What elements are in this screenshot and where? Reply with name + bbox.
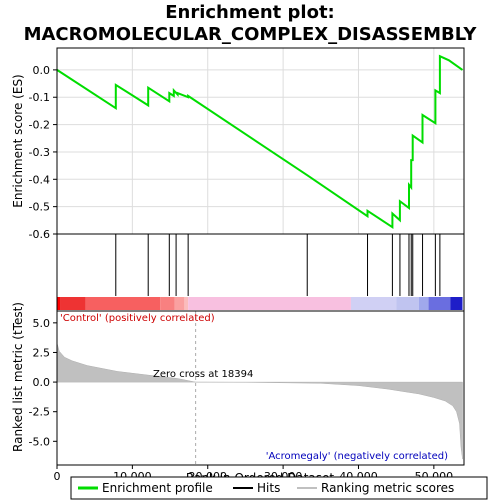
es-tick-label: -0.6 [29, 228, 50, 241]
metric-tick-label: 0.0 [33, 376, 51, 389]
ranking-metric-area [56, 342, 463, 460]
es-panel-background [57, 48, 464, 234]
negative-correlation-label: 'Acromegaly' (negatively correlated) [266, 451, 448, 462]
es-tick-label: -0.4 [29, 173, 50, 186]
color-bar-segment [428, 297, 451, 310]
es-tick-label: -0.3 [29, 146, 50, 159]
color-bar-segment [450, 297, 463, 310]
color-bar-segment [160, 297, 175, 310]
es-tick-label: -0.1 [29, 91, 50, 104]
metric-axis-label: Ranked list metric (tTest) [11, 302, 25, 452]
color-bar-segment [396, 297, 419, 310]
es-tick-label: 0.0 [33, 64, 51, 77]
legend-profile-label: Enrichment profile [102, 481, 213, 495]
color-bar-segment [174, 297, 185, 310]
metric-tick-label: 5.0 [33, 317, 51, 330]
x-tick-label: 0 [54, 470, 61, 483]
chart-title-line2: MACROMOLECULAR_COMPLEX_DISASSEMBLY [24, 24, 478, 45]
chart-title-line1: Enrichment plot: [165, 2, 335, 23]
metric-tick-label: -2.5 [29, 406, 50, 419]
metric-tick-label: -5.0 [29, 435, 50, 448]
color-bar-segment [60, 297, 86, 310]
legend-metric-label: Ranking metric scores [321, 481, 454, 495]
legend-box [70, 476, 488, 500]
metric-panel-frame [56, 310, 465, 466]
color-bar-segment [350, 297, 397, 310]
es-axis-label: Enrichment score (ES) [11, 74, 25, 207]
legend-hits-label: Hits [257, 481, 280, 495]
es-tick-label: -0.5 [29, 201, 50, 214]
metric-tick-label: 2.5 [33, 346, 51, 359]
color-bar-segment [188, 297, 351, 310]
es-panel: 0.0 -0.1 -0.2 -0.3 -0.4 -0.5 -0.6 [29, 47, 465, 241]
hits-panel [56, 233, 465, 312]
metric-panel: 5.0 2.5 0.0 -2.5 -5.0 'Control' (positively … [29, 310, 465, 466]
enrichment-profile-line [56, 54, 464, 230]
color-bar-segment [418, 297, 429, 310]
color-bar-segment [57, 297, 61, 310]
positive-correlation-label: 'Control' (positively correlated) [60, 313, 215, 324]
color-bar-segment [184, 297, 189, 310]
zero-cross-label: Zero cross at 18394 [153, 369, 253, 380]
legend: Enrichment profile Hits Ranking metric s… [70, 476, 488, 500]
es-tick-label: -0.2 [29, 119, 50, 132]
color-bar-segment [85, 297, 161, 310]
